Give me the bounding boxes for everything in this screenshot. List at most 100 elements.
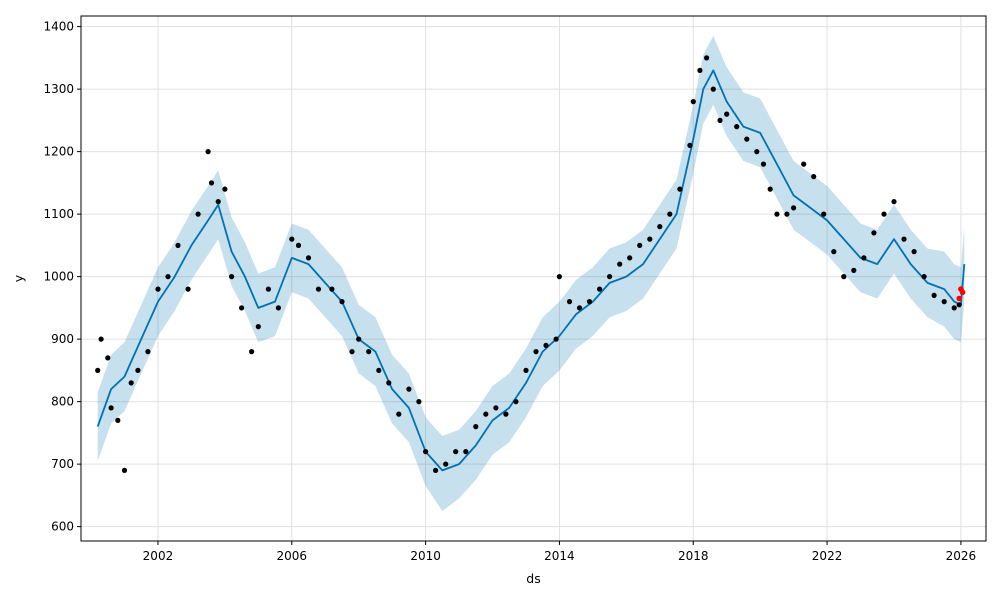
x-tick-label: 2014 (544, 549, 575, 563)
actual-point (931, 292, 937, 298)
actual-point (697, 67, 703, 73)
actual-point (881, 211, 887, 217)
actual-point (657, 224, 663, 230)
actual-point (145, 349, 151, 355)
actual-point (396, 411, 402, 417)
actual-point (222, 186, 228, 192)
actual-point (597, 286, 603, 292)
actual-point (556, 274, 563, 280)
actual-point (473, 424, 479, 430)
forecast-line (96, 69, 966, 472)
actual-point (275, 305, 281, 311)
actual-point (710, 86, 716, 92)
y-tick-label: 1300 (43, 82, 74, 96)
actual-point (801, 161, 807, 167)
actual-point (185, 286, 191, 292)
actual-point (239, 305, 245, 311)
actual-point (105, 355, 111, 361)
x-tick-label: 2002 (143, 549, 174, 563)
y-tick-label: 700 (51, 457, 74, 471)
grid-layer (81, 16, 986, 541)
actual-point (760, 161, 767, 167)
actual-point (349, 349, 355, 355)
actual-point (483, 411, 489, 417)
actual-point (229, 274, 235, 280)
actual-point (128, 380, 134, 386)
actual-point (175, 242, 181, 248)
actual-point (566, 299, 573, 305)
actual-point (356, 336, 362, 342)
axis-layer: 2002 2006 2010 2014 2018 2022 2026 600 700 800 900… (43, 20, 976, 563)
actual-point (791, 205, 797, 211)
actual-point (951, 305, 957, 311)
actual-point (647, 236, 653, 242)
recent-points-layer (956, 286, 966, 302)
actual-point (677, 186, 683, 192)
y-tick-label: 900 (51, 332, 74, 346)
actual-point (121, 467, 128, 473)
actual-point (195, 211, 201, 217)
actual-point (98, 336, 104, 342)
actual-point (115, 417, 121, 423)
actual-point (941, 299, 947, 305)
actual-point (165, 274, 171, 280)
actual-point (704, 55, 710, 61)
actual-point (784, 211, 790, 217)
x-tick-label: 2022 (812, 549, 843, 563)
actual-point (386, 380, 392, 386)
actual-point (135, 367, 141, 373)
y-tick-label: 600 (51, 520, 74, 534)
actual-point (811, 174, 817, 180)
actual-point (315, 286, 322, 292)
actual-point (841, 274, 847, 280)
actual-point (627, 255, 633, 261)
actual-point (831, 249, 837, 255)
actual-point (376, 367, 382, 373)
actual-point (443, 461, 449, 467)
actual-point (901, 236, 907, 242)
x-tick-label: 2006 (277, 549, 308, 563)
actual-point (453, 449, 459, 455)
actual-point (767, 186, 773, 192)
actual-point (208, 180, 215, 186)
actual-point (821, 211, 827, 217)
actual-point (576, 305, 583, 311)
actual-point (366, 349, 372, 355)
recent-point (956, 295, 962, 302)
actual-point (774, 211, 780, 217)
actual-point (463, 449, 469, 455)
actual-point (406, 386, 412, 392)
actual-point (617, 261, 623, 267)
actual-point (724, 111, 730, 117)
actual-point (433, 467, 439, 473)
x-tick-label: 2010 (410, 549, 441, 563)
actual-point (255, 324, 261, 330)
y-tick-label: 800 (51, 395, 74, 409)
x-tick-label: 2026 (946, 549, 977, 563)
actual-point (861, 255, 867, 261)
actual-point (717, 117, 723, 123)
actual-point (523, 367, 529, 373)
plot-frame (80, 15, 987, 542)
actual-point (871, 230, 877, 236)
actual-point (205, 149, 211, 155)
actual-point (416, 399, 422, 405)
actual-point (734, 124, 740, 130)
y-tick-label: 1400 (43, 20, 74, 34)
actual-point (513, 399, 519, 405)
actual-point (155, 286, 161, 292)
x-tick-label: 2018 (678, 549, 709, 563)
actual-point (249, 349, 255, 355)
actual-point (690, 99, 696, 105)
actual-point (754, 149, 760, 155)
actual-point (586, 299, 593, 305)
y-tick-label: 1000 (43, 270, 74, 284)
actual-point (543, 342, 549, 348)
actual-point (687, 142, 693, 148)
uncertainty-band (97, 36, 965, 511)
actual-point (637, 242, 643, 248)
actual-point (329, 286, 335, 292)
y-tick-label: 1200 (43, 145, 74, 159)
